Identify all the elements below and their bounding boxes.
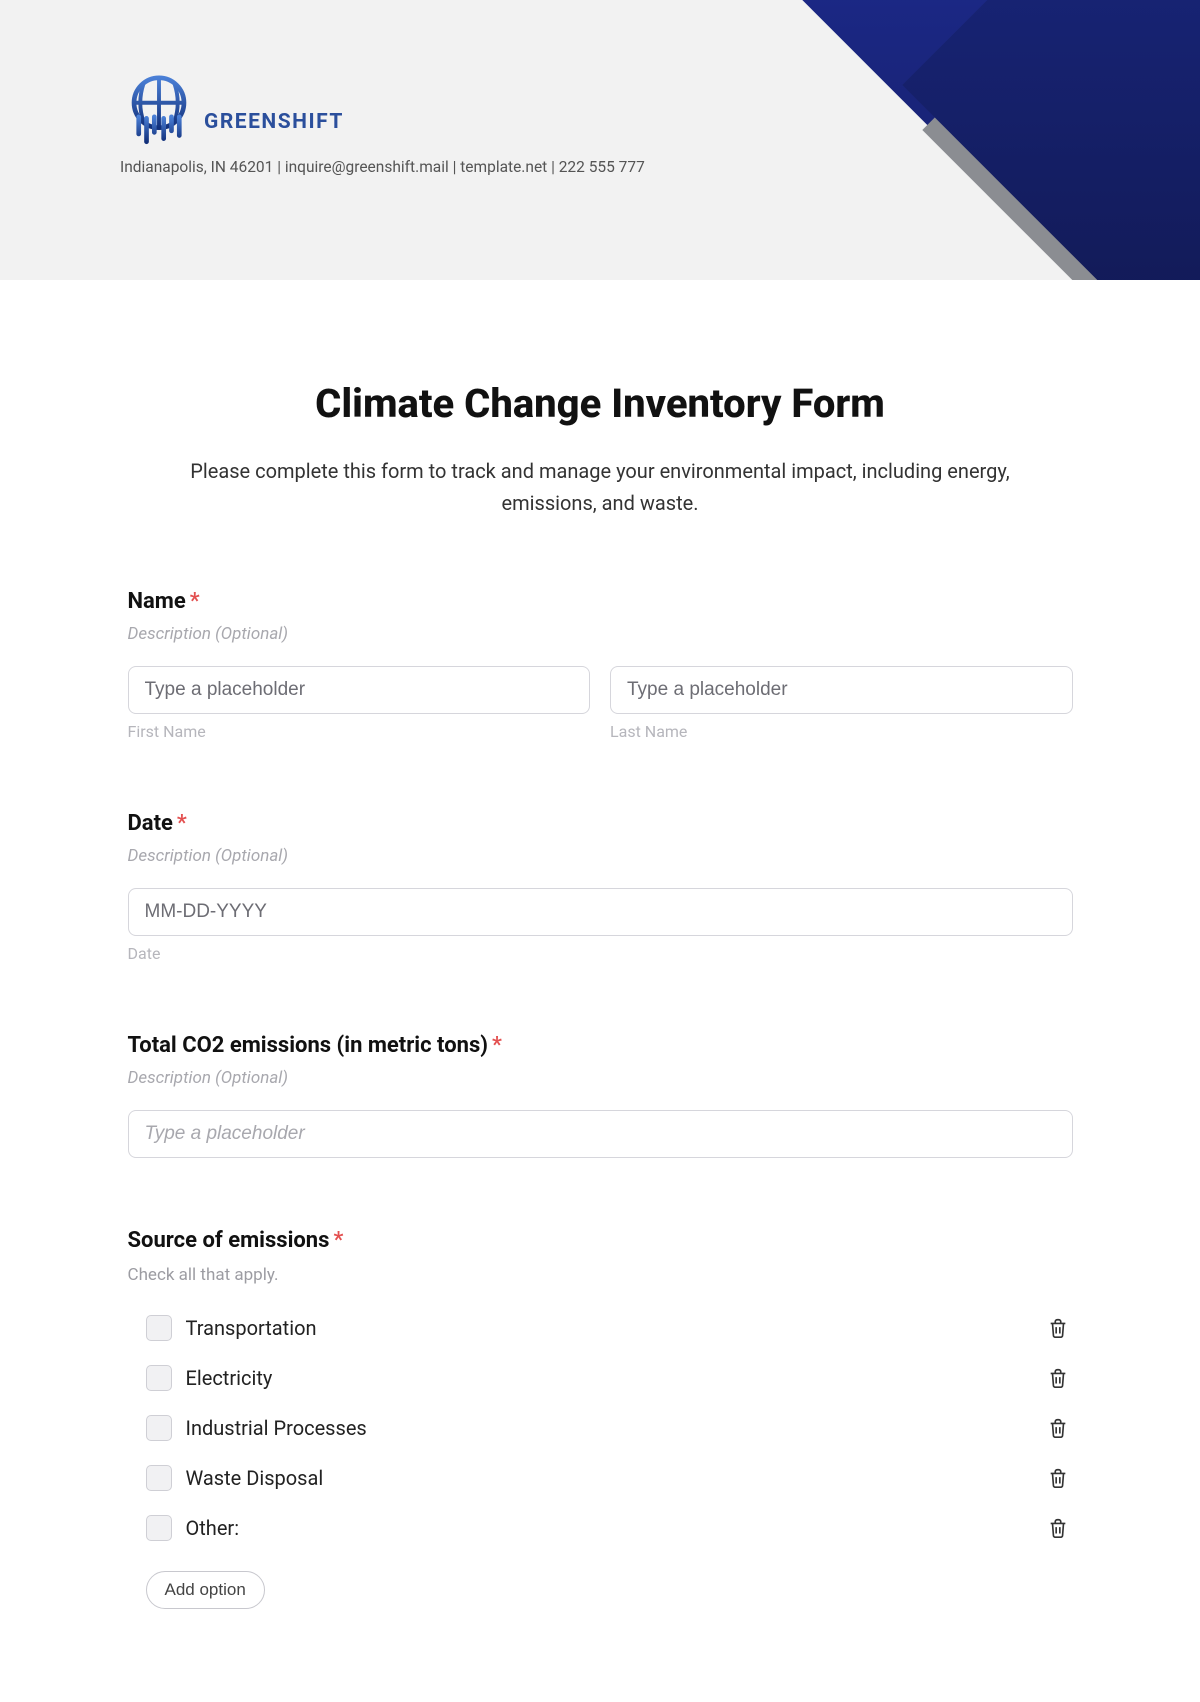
field-description: Description (Optional) — [128, 846, 1073, 866]
add-option-button[interactable]: Add option — [146, 1571, 265, 1609]
option-row: Industrial Processes — [146, 1403, 1073, 1453]
required-asterisk: * — [190, 589, 200, 614]
page-header: GREENSHIFT Indianapolis, IN 46201 | inqu… — [0, 0, 1200, 280]
last-name-sublabel: Last Name — [610, 722, 1073, 741]
required-asterisk: * — [333, 1228, 343, 1253]
brand-name: GREENSHIFT — [204, 110, 344, 134]
checkbox[interactable] — [146, 1515, 172, 1541]
checkbox[interactable] — [146, 1365, 172, 1391]
option-label: Other: — [186, 1516, 240, 1540]
co2-input[interactable] — [128, 1110, 1073, 1158]
globe-drip-icon — [120, 70, 198, 148]
option-label: Electricity — [186, 1366, 273, 1390]
trash-icon[interactable] — [1047, 1317, 1069, 1339]
field-description: Description (Optional) — [128, 624, 1073, 644]
trash-icon[interactable] — [1047, 1367, 1069, 1389]
trash-icon[interactable] — [1047, 1467, 1069, 1489]
option-row: Transportation — [146, 1303, 1073, 1353]
date-input[interactable] — [128, 888, 1073, 936]
option-row: Waste Disposal — [146, 1453, 1073, 1503]
first-name-sublabel: First Name — [128, 722, 591, 741]
field-label: Total CO2 emissions (in metric tons)* — [128, 1033, 1073, 1058]
required-asterisk: * — [492, 1033, 502, 1058]
option-label: Industrial Processes — [186, 1416, 367, 1440]
checkbox[interactable] — [146, 1465, 172, 1491]
date-sublabel: Date — [128, 944, 1073, 963]
form-content: Climate Change Inventory Form Please com… — [128, 280, 1073, 1649]
field-label: Date* — [128, 811, 1073, 836]
required-asterisk: * — [177, 811, 187, 836]
field-source: Source of emissions* Check all that appl… — [128, 1228, 1073, 1609]
field-co2: Total CO2 emissions (in metric tons)* De… — [128, 1033, 1073, 1158]
field-label: Name* — [128, 589, 1073, 614]
option-label: Waste Disposal — [186, 1466, 324, 1490]
checkbox[interactable] — [146, 1415, 172, 1441]
form-subtitle: Please complete this form to track and m… — [128, 455, 1073, 519]
field-date: Date* Description (Optional) Date — [128, 811, 1073, 963]
field-help: Check all that apply. — [128, 1265, 1073, 1285]
checkbox[interactable] — [146, 1315, 172, 1341]
option-row: Electricity — [146, 1353, 1073, 1403]
label-text: Date — [128, 811, 173, 836]
field-description: Description (Optional) — [128, 1068, 1073, 1088]
trash-icon[interactable] — [1047, 1417, 1069, 1439]
first-name-input[interactable] — [128, 666, 591, 714]
label-text: Source of emissions — [128, 1228, 330, 1253]
field-name: Name* Description (Optional) First Name … — [128, 589, 1073, 741]
trash-icon[interactable] — [1047, 1517, 1069, 1539]
option-label: Transportation — [186, 1316, 317, 1340]
label-text: Total CO2 emissions (in metric tons) — [128, 1033, 489, 1058]
options-list: Transportation Electricity Industrial Pr… — [128, 1303, 1073, 1553]
option-row: Other: — [146, 1503, 1073, 1553]
label-text: Name — [128, 589, 186, 614]
field-label: Source of emissions* — [128, 1228, 1073, 1253]
form-title: Climate Change Inventory Form — [128, 380, 1073, 427]
last-name-input[interactable] — [610, 666, 1073, 714]
